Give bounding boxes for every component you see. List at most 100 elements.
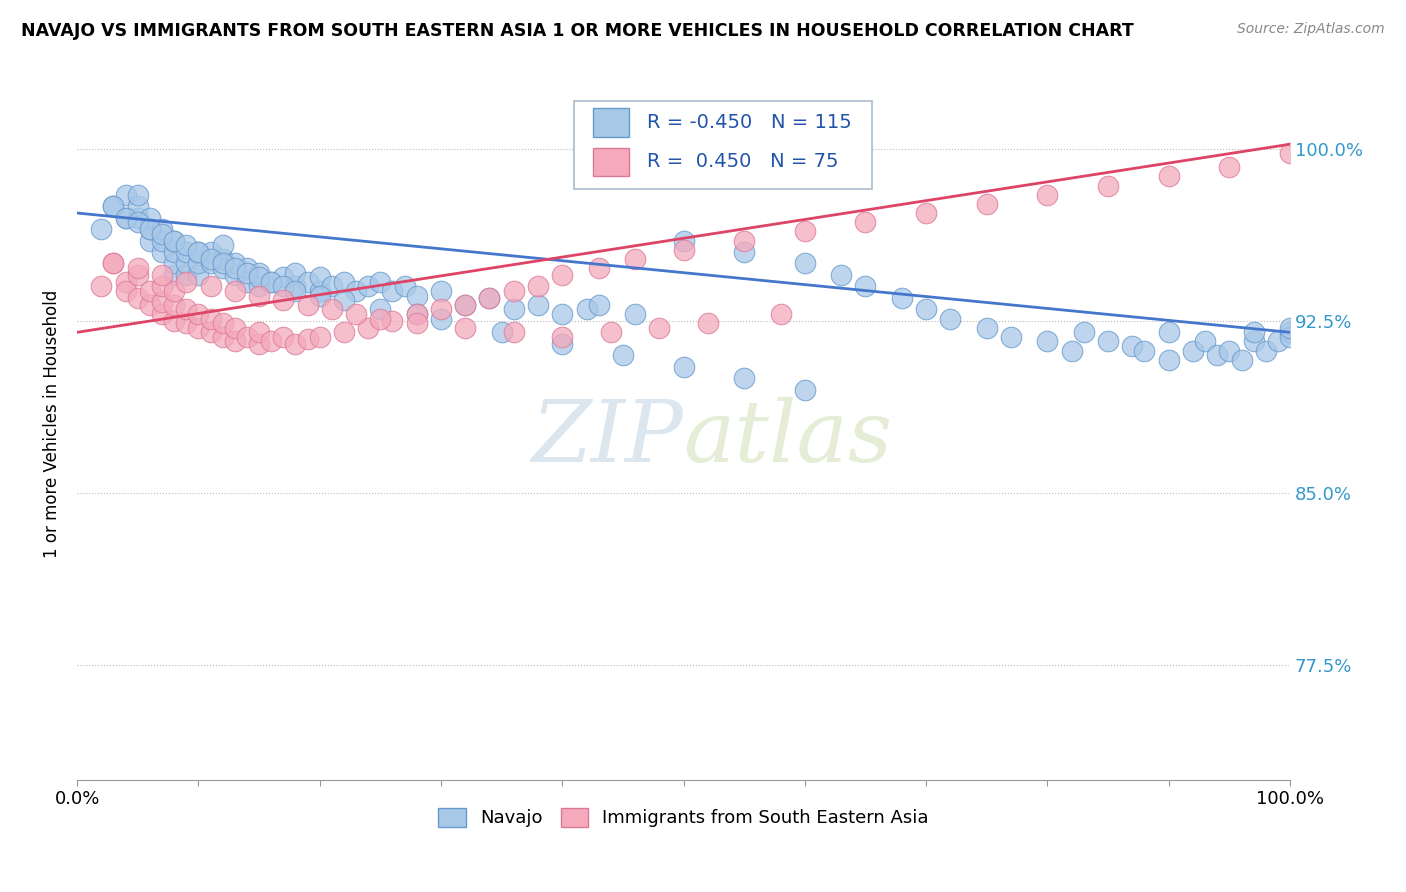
Point: [163, 234, 186, 248]
Point: [1133, 343, 1156, 358]
Point: [150, 307, 173, 321]
Point: [1243, 334, 1265, 349]
Point: [150, 295, 173, 310]
Point: [308, 270, 330, 285]
Point: [271, 293, 294, 308]
Point: [103, 256, 125, 270]
Point: [139, 284, 162, 298]
Point: [1097, 334, 1119, 349]
Point: [224, 256, 246, 270]
Point: [915, 206, 938, 220]
Point: [454, 298, 477, 312]
Text: R = -0.450   N = 115: R = -0.450 N = 115: [647, 113, 852, 132]
Point: [139, 298, 162, 312]
Point: [139, 234, 162, 248]
Point: [90, 222, 112, 236]
Point: [491, 326, 513, 340]
Point: [648, 320, 671, 334]
Point: [405, 307, 427, 321]
Point: [271, 270, 294, 285]
Point: [1279, 326, 1302, 340]
Point: [150, 245, 173, 260]
Point: [1000, 330, 1022, 344]
Point: [200, 279, 222, 293]
Point: [624, 307, 647, 321]
FancyBboxPatch shape: [592, 147, 628, 176]
Point: [370, 275, 392, 289]
Point: [174, 245, 197, 260]
Point: [1036, 334, 1059, 349]
Point: [1218, 160, 1240, 174]
Point: [333, 326, 356, 340]
Point: [224, 334, 246, 349]
Point: [733, 245, 755, 260]
Point: [224, 284, 246, 298]
Text: R =  0.450   N = 75: R = 0.450 N = 75: [647, 153, 838, 171]
Point: [478, 291, 501, 305]
Point: [1230, 352, 1253, 367]
Point: [344, 307, 367, 321]
Point: [103, 256, 125, 270]
Point: [1157, 169, 1180, 184]
Point: [200, 326, 222, 340]
Point: [1060, 343, 1083, 358]
Point: [333, 275, 356, 289]
Point: [357, 279, 380, 293]
Point: [502, 326, 524, 340]
Text: Source: ZipAtlas.com: Source: ZipAtlas.com: [1237, 22, 1385, 37]
Point: [915, 302, 938, 317]
Point: [551, 336, 574, 351]
Point: [1036, 187, 1059, 202]
Point: [551, 330, 574, 344]
Point: [163, 298, 186, 312]
Point: [405, 288, 427, 302]
Point: [174, 256, 197, 270]
Point: [733, 371, 755, 385]
Point: [733, 234, 755, 248]
Point: [187, 256, 209, 270]
Point: [793, 383, 815, 397]
Legend: Navajo, Immigrants from South Eastern Asia: Navajo, Immigrants from South Eastern As…: [432, 801, 936, 835]
Point: [284, 284, 307, 298]
Point: [163, 314, 186, 328]
Point: [211, 238, 233, 252]
Point: [200, 252, 222, 266]
Point: [855, 215, 877, 229]
Point: [260, 334, 283, 349]
Point: [284, 266, 307, 280]
Point: [1206, 348, 1229, 362]
Point: [260, 275, 283, 289]
Point: [527, 279, 550, 293]
Point: [405, 316, 427, 330]
Point: [672, 243, 695, 257]
Y-axis label: 1 or more Vehicles in Household: 1 or more Vehicles in Household: [44, 290, 60, 558]
Point: [127, 268, 149, 282]
Point: [127, 291, 149, 305]
Point: [344, 284, 367, 298]
Point: [308, 284, 330, 298]
Point: [454, 298, 477, 312]
Point: [297, 332, 319, 346]
Point: [696, 316, 718, 330]
Point: [588, 298, 610, 312]
Point: [297, 275, 319, 289]
Point: [370, 311, 392, 326]
Point: [187, 245, 209, 260]
Point: [211, 316, 233, 330]
Point: [150, 268, 173, 282]
Point: [247, 270, 270, 285]
Point: [1243, 326, 1265, 340]
Point: [588, 261, 610, 276]
Point: [672, 234, 695, 248]
Point: [150, 227, 173, 241]
Point: [1254, 343, 1277, 358]
Point: [163, 284, 186, 298]
Point: [90, 279, 112, 293]
Point: [163, 256, 186, 270]
Point: [163, 234, 186, 248]
Point: [284, 279, 307, 293]
Point: [150, 279, 173, 293]
Point: [1279, 146, 1302, 161]
Point: [127, 215, 149, 229]
Point: [247, 288, 270, 302]
